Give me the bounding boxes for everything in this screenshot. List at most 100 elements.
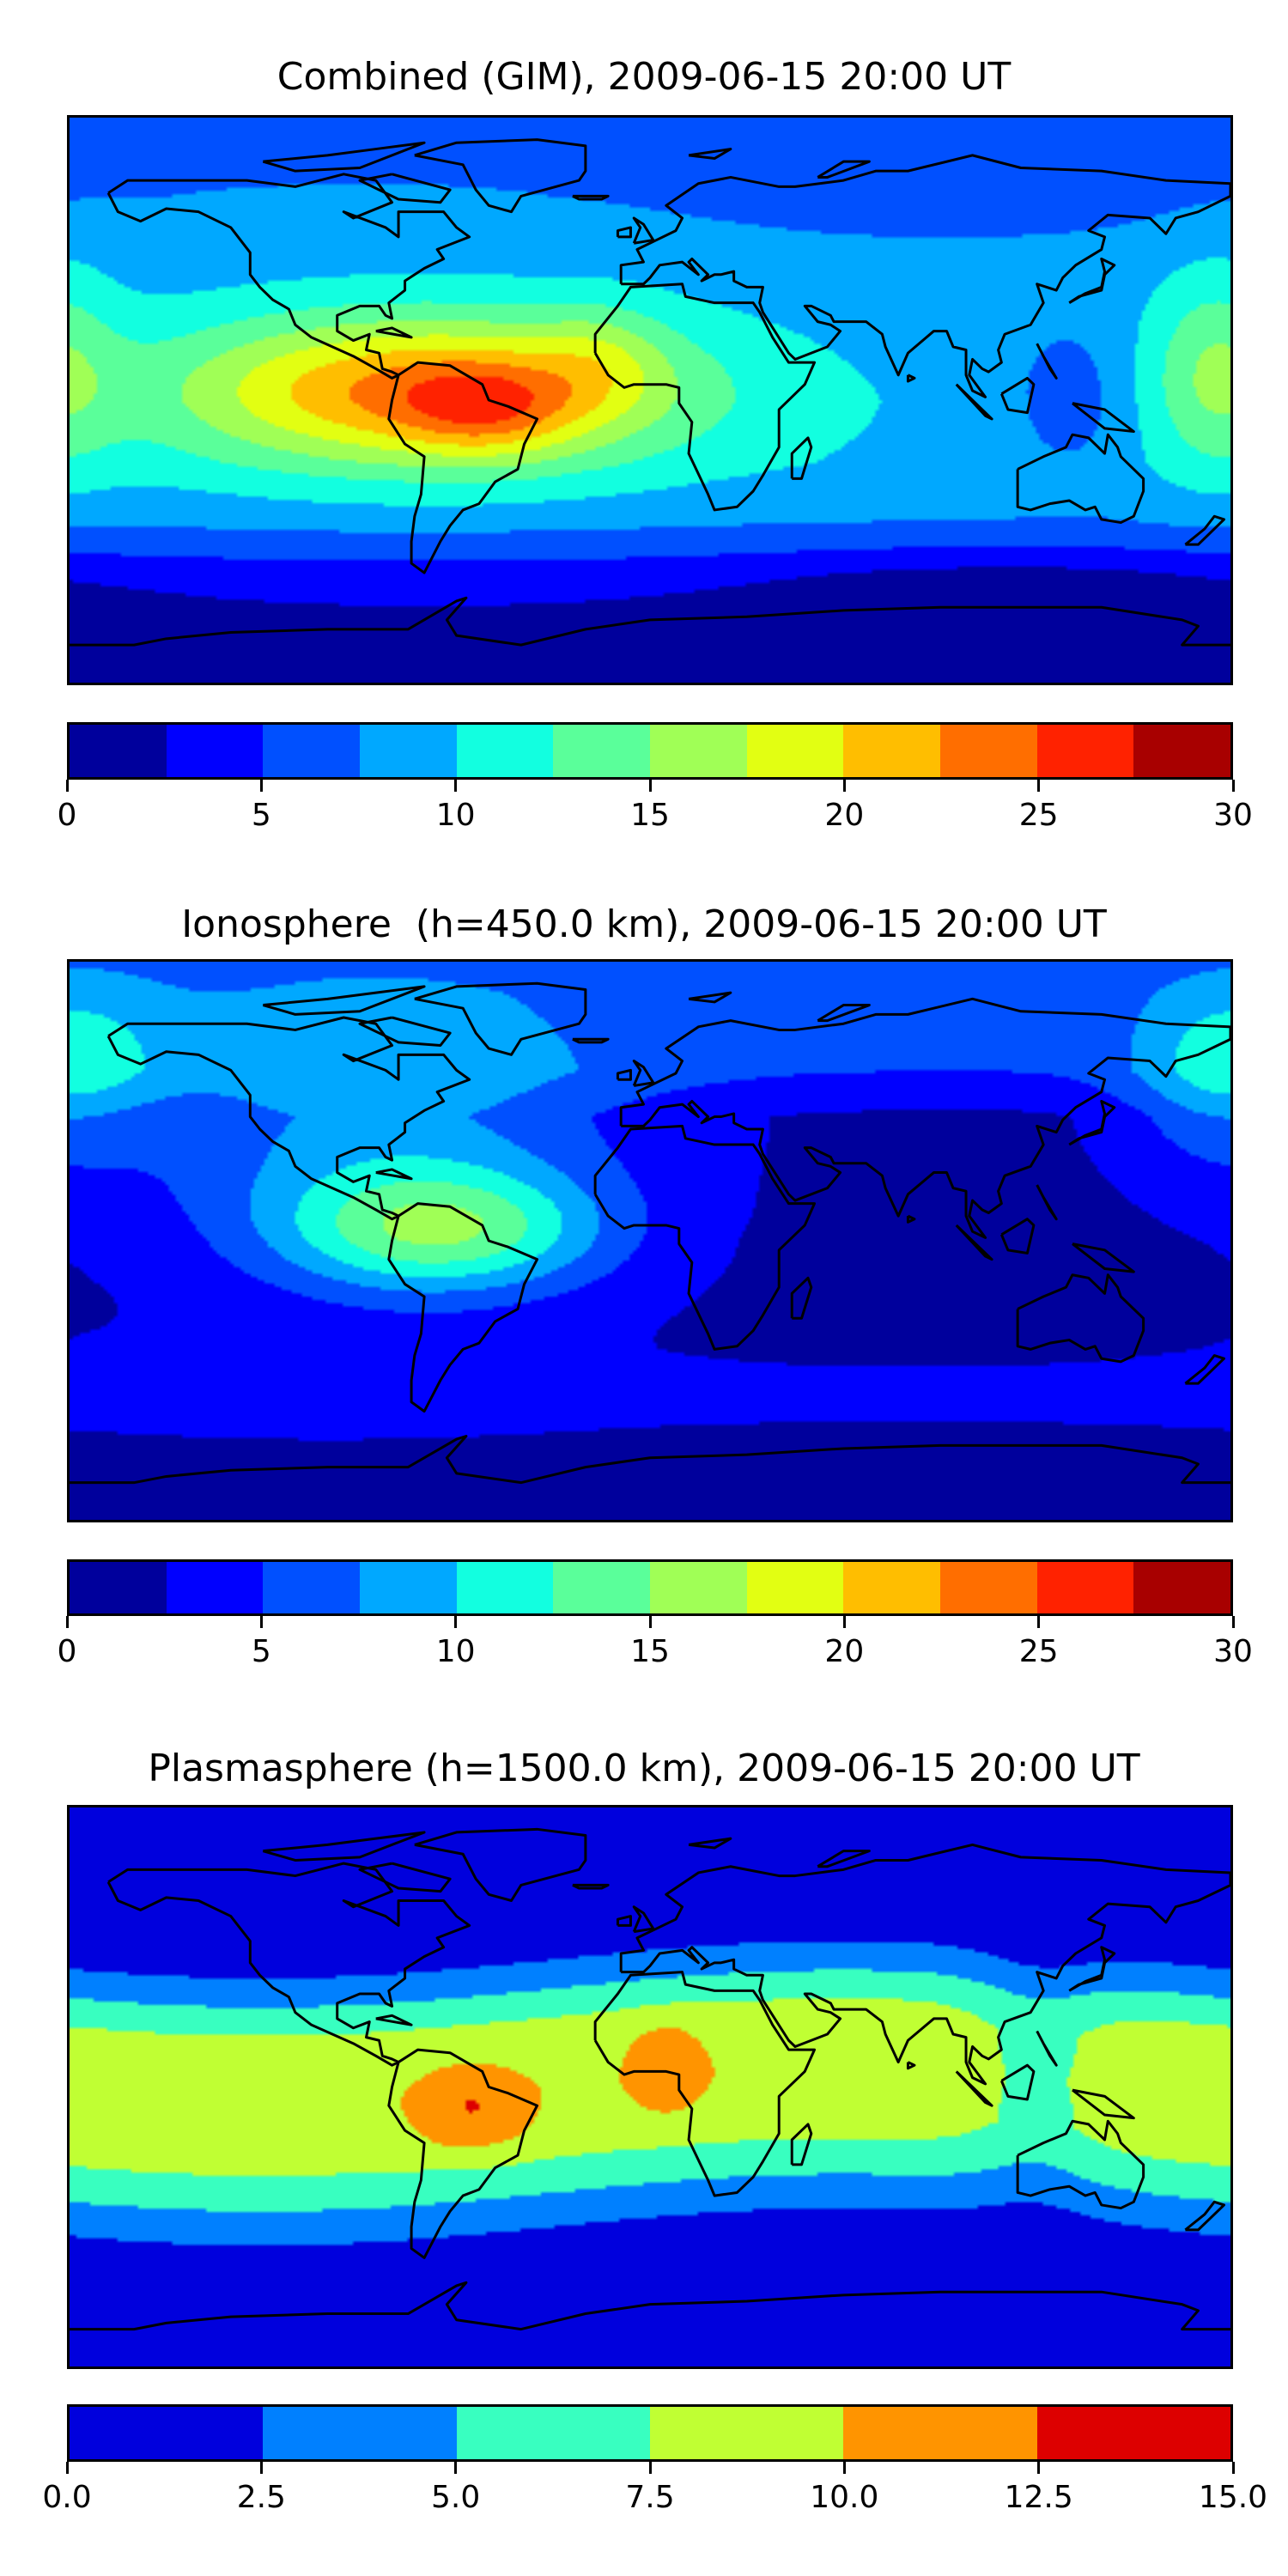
coastline xyxy=(415,1829,586,1900)
coastline xyxy=(634,1061,653,1086)
coastline xyxy=(376,1170,411,1179)
colorbar-segment xyxy=(456,2407,650,2459)
colorbar-segment xyxy=(263,1562,361,1613)
colorbar-tick-label: 0 xyxy=(57,798,77,833)
colorbar-segment xyxy=(1133,725,1231,777)
coastline xyxy=(792,2124,811,2165)
colorbar-tick-label: 30 xyxy=(1213,798,1253,833)
coastline xyxy=(957,385,992,419)
colorbar-tick-label: 7.5 xyxy=(625,2480,675,2515)
map-plot xyxy=(67,959,1233,1522)
chart-title: Plasmasphere (h=1500.0 km), 2009-06-15 2… xyxy=(148,1747,1140,1790)
coastline xyxy=(376,2015,411,2025)
coastline xyxy=(908,1216,914,1222)
coastline xyxy=(573,1885,608,1888)
coastline xyxy=(1185,2202,1224,2230)
colorbar-tick-mark xyxy=(1037,1616,1041,1628)
colorbar-tick-mark xyxy=(842,780,846,792)
colorbar-tick-mark xyxy=(454,1616,458,1628)
colorbar-segment xyxy=(70,2407,264,2459)
colorbar-tick-mark xyxy=(648,2462,652,2474)
colorbar-tick-mark xyxy=(648,1616,652,1628)
colorbar-tick-label: 25 xyxy=(1018,1634,1059,1669)
colorbar xyxy=(67,2404,1233,2462)
colorbar-tick-label: 15 xyxy=(630,1634,670,1669)
colorbar-tick-label: 5.0 xyxy=(431,2480,481,2515)
coastline xyxy=(1001,2065,1034,2099)
coastline xyxy=(70,2282,1230,2329)
coastline xyxy=(621,1844,1230,2083)
colorbar-segment xyxy=(843,725,941,777)
coastline xyxy=(108,174,470,379)
colorbar-tick-label: 0 xyxy=(57,1634,77,1669)
colorbar-segment xyxy=(360,1562,457,1613)
colorbar-tick-mark xyxy=(1231,2462,1235,2474)
coastline xyxy=(1001,378,1034,412)
coastline xyxy=(817,1851,869,1867)
colorbar-tick-label: 20 xyxy=(824,798,865,833)
coastline xyxy=(263,143,424,171)
coastline xyxy=(376,328,411,337)
colorbar xyxy=(67,1559,1233,1616)
colorbar-segment xyxy=(553,725,651,777)
contour-fill xyxy=(70,118,1230,683)
colorbar-tick-mark xyxy=(1037,780,1041,792)
colorbar-tick-mark xyxy=(648,780,652,792)
coastline xyxy=(1069,1102,1115,1145)
contour-fill xyxy=(70,1807,1230,2366)
colorbar-segment xyxy=(1133,1562,1231,1613)
coastline xyxy=(1018,2121,1143,2208)
coastline xyxy=(1185,1356,1224,1384)
colorbar-tick-mark xyxy=(454,780,458,792)
colorbar-tick-mark xyxy=(65,780,69,792)
colorbar-segment xyxy=(1036,1562,1134,1613)
coastline xyxy=(360,1863,450,1892)
colorbar-tick-mark xyxy=(259,1616,263,1628)
coastline xyxy=(595,1126,814,1349)
coastline xyxy=(1001,1219,1034,1254)
colorbar-ticks: 0 5 10 15 20 25 30 xyxy=(58,780,1253,840)
coastline xyxy=(689,993,731,1002)
coastline xyxy=(595,284,814,510)
coastline xyxy=(617,1917,630,1926)
colorbar-tick-label: 15.0 xyxy=(1198,2480,1268,2515)
coastline xyxy=(634,218,653,243)
colorbar-segment xyxy=(650,725,747,777)
coastline xyxy=(389,2050,538,2257)
colorbar-tick-mark xyxy=(1231,780,1235,792)
coastline xyxy=(689,1838,731,1848)
coastline xyxy=(389,1204,538,1412)
coastline xyxy=(1037,1185,1057,1219)
coastline xyxy=(415,983,586,1054)
coastline xyxy=(360,1018,450,1046)
colorbar-tick-label: 10.0 xyxy=(810,2480,879,2515)
coastline xyxy=(595,1972,814,2196)
coastline xyxy=(1072,2090,1133,2118)
colorbar-segment xyxy=(1036,2407,1230,2459)
chart-title: Ionosphere (h=450.0 km), 2009-06-15 20:0… xyxy=(181,902,1107,946)
colorbar-segment xyxy=(940,1562,1037,1613)
coastline xyxy=(263,1832,424,1861)
colorbar-tick-mark xyxy=(65,2462,69,2474)
colorbar-tick-label: 12.5 xyxy=(1004,2480,1073,2515)
coastline xyxy=(70,1437,1230,1483)
coastline xyxy=(957,1225,992,1260)
colorbar-tick-label: 0.0 xyxy=(42,2480,92,2515)
coastline xyxy=(1037,343,1057,378)
coastline xyxy=(415,140,586,212)
coastline xyxy=(689,149,731,159)
coastline xyxy=(617,1070,630,1079)
colorbar-segment xyxy=(166,725,264,777)
coastline xyxy=(360,174,450,203)
colorbar-tick-label: 10 xyxy=(435,798,476,833)
colorbar-segment xyxy=(553,1562,651,1613)
coastline xyxy=(621,999,1230,1237)
colorbar-tick-label: 2.5 xyxy=(236,2480,286,2515)
colorbar-segment xyxy=(746,1562,844,1613)
coastline xyxy=(817,1005,869,1021)
colorbar-tick-label: 5 xyxy=(251,798,271,833)
colorbar-segment xyxy=(940,725,1037,777)
coastlines xyxy=(70,118,1230,683)
map-plot xyxy=(67,115,1233,685)
coastline xyxy=(617,228,630,237)
